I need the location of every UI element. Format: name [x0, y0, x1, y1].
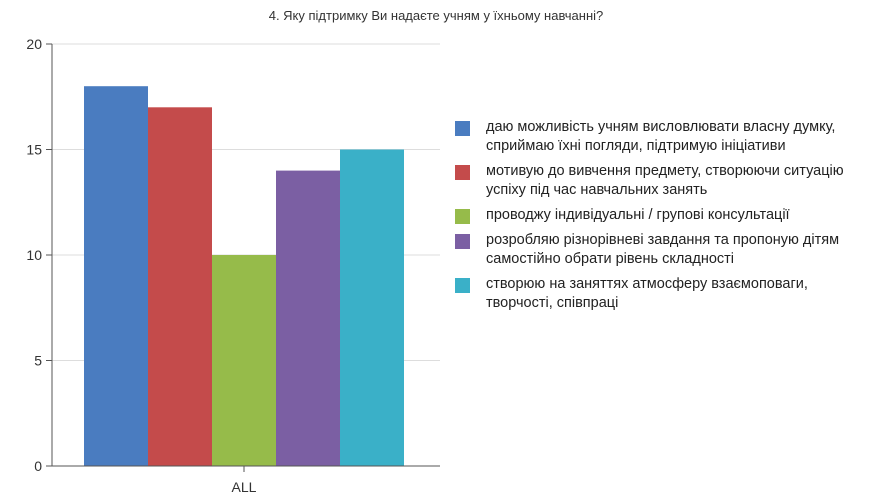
y-tick-label: 0 — [34, 458, 42, 474]
legend-label: створюю на заняттях атмосферу взаємопова… — [486, 276, 808, 311]
y-tick-label: 20 — [26, 36, 42, 52]
legend-label: розробляю різнорівневі завдання та пропо… — [486, 232, 840, 267]
bar — [276, 170, 340, 466]
legend-item: проводжу індивідуальні / групові консуль… — [455, 206, 865, 225]
y-tick-label: 15 — [26, 142, 42, 158]
legend-label: даю можливість учням висловлювати власну… — [486, 119, 836, 154]
legend-swatch — [455, 234, 470, 249]
legend-label: мотивую до вивчення предмету, створюючи … — [486, 163, 844, 198]
chart-title: 4. Яку підтримку Ви надаєте учням у їхнь… — [268, 8, 604, 23]
legend-swatch — [455, 165, 470, 180]
y-tick-label: 5 — [34, 353, 42, 369]
legend-label: проводжу індивідуальні / групові консуль… — [486, 207, 790, 223]
legend-swatch — [455, 278, 470, 293]
legend-swatch — [455, 121, 470, 136]
bar — [84, 86, 148, 466]
bar — [148, 107, 212, 467]
bar — [340, 149, 404, 466]
legend-item: створюю на заняттях атмосферу взаємопова… — [455, 275, 865, 313]
legend-item: мотивую до вивчення предмету, створюючи … — [455, 162, 865, 200]
legend-swatch — [455, 209, 470, 224]
legend-item: розробляю різнорівневі завдання та пропо… — [455, 231, 865, 269]
x-tick-label: ALL — [232, 479, 257, 495]
legend-item: даю можливість учням висловлювати власну… — [455, 118, 865, 156]
y-tick-label: 10 — [26, 247, 42, 263]
bar — [212, 255, 276, 466]
legend: даю можливість учням висловлювати власну… — [455, 118, 865, 319]
